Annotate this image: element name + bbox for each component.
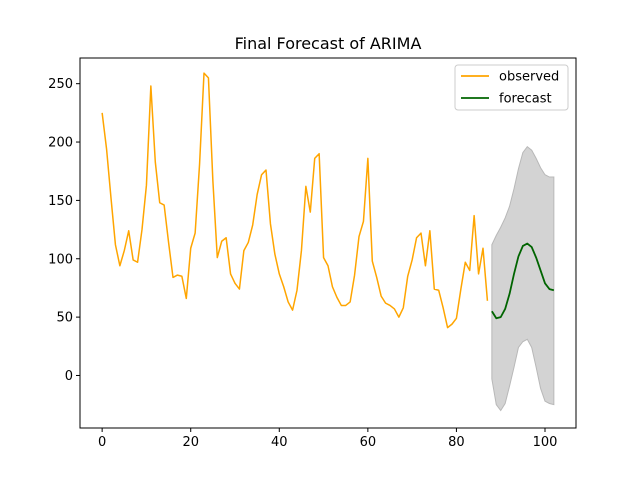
x-tick-label: 60	[360, 435, 377, 450]
confidence-band	[491, 145, 555, 412]
y-tick-label: 100	[48, 252, 73, 267]
x-tick-label: 0	[98, 435, 106, 450]
x-tick-label: 80	[448, 435, 465, 450]
x-tick-label: 40	[271, 435, 288, 450]
y-tick-label: 250	[48, 77, 73, 92]
chart-title: Final Forecast of ARIMA	[235, 34, 422, 53]
x-tick-label: 20	[182, 435, 199, 450]
axes: 0 20 40 60 80 100 0 50 100 150 200 250	[48, 57, 577, 450]
y-tick-label: 50	[56, 311, 73, 326]
y-tick-label: 200	[48, 136, 73, 151]
legend-label-observed: observed	[499, 70, 559, 85]
y-tick-label: 150	[48, 194, 73, 209]
series-line-forecast	[491, 242, 555, 320]
plot-area	[101, 72, 555, 412]
legend: observed forecast	[454, 64, 569, 111]
legend-label-forecast: forecast	[499, 92, 552, 107]
x-tick-label: 100	[533, 435, 558, 450]
y-tick-label: 0	[65, 369, 73, 384]
axes-frame	[79, 57, 577, 429]
series-line-observed	[101, 72, 489, 329]
